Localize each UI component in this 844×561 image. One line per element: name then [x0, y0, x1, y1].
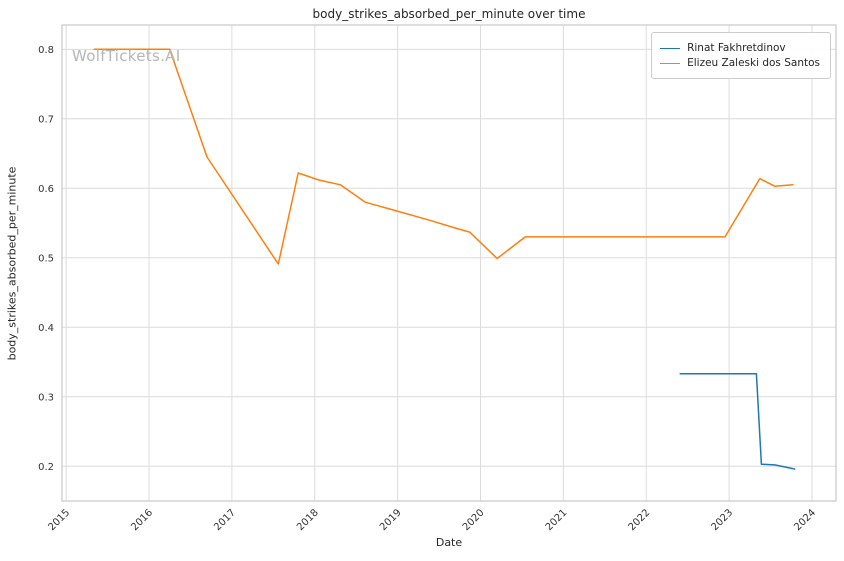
- svg-text:2023: 2023: [709, 507, 735, 533]
- svg-text:0.2: 0.2: [38, 462, 54, 473]
- legend-item: Rinat Fakhretdinov: [660, 42, 820, 54]
- y-axis-label: body_strikes_absorbed_per_minute: [5, 166, 19, 361]
- svg-text:2024: 2024: [792, 507, 818, 533]
- svg-text:0.7: 0.7: [38, 114, 54, 125]
- legend-line-swatch: [660, 47, 681, 49]
- svg-text:0.3: 0.3: [38, 392, 54, 403]
- legend: Rinat Fakhretdinov Elizeu Zaleski dos Sa…: [651, 32, 831, 79]
- svg-text:2019: 2019: [378, 507, 404, 533]
- svg-text:2022: 2022: [627, 507, 653, 533]
- legend-label: Rinat Fakhretdinov: [687, 42, 786, 54]
- svg-text:2020: 2020: [461, 507, 487, 533]
- watermark: WolfTickets.AI: [72, 47, 181, 65]
- legend-item: Elizeu Zaleski dos Santos: [660, 57, 820, 69]
- svg-text:2015: 2015: [46, 507, 72, 533]
- chart-title: body_strikes_absorbed_per_minute over ti…: [312, 7, 586, 21]
- svg-text:0.6: 0.6: [38, 184, 54, 195]
- svg-text:0.4: 0.4: [38, 323, 54, 334]
- svg-text:2021: 2021: [544, 507, 570, 533]
- svg-text:0.8: 0.8: [38, 45, 54, 56]
- svg-text:2017: 2017: [212, 507, 238, 533]
- legend-label: Elizeu Zaleski dos Santos: [687, 57, 820, 69]
- svg-text:2018: 2018: [295, 507, 321, 533]
- legend-line-swatch: [660, 62, 681, 64]
- x-axis-label: Date: [435, 536, 463, 549]
- svg-text:2016: 2016: [129, 507, 155, 533]
- svg-text:0.5: 0.5: [38, 253, 54, 264]
